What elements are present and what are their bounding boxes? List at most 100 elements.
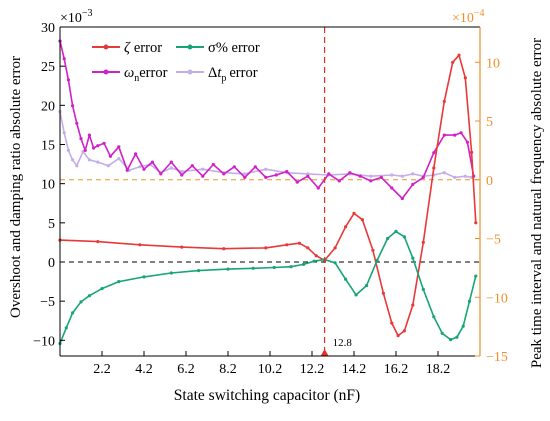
data-point-sigma bbox=[64, 326, 68, 330]
data-point-deltatp bbox=[390, 173, 394, 177]
series-omega bbox=[58, 39, 476, 201]
legend-label-sigma: σ% error bbox=[208, 40, 260, 56]
legend-item-omega: ωnerror bbox=[92, 65, 168, 84]
data-point-zeta bbox=[297, 241, 301, 245]
data-point-omega bbox=[117, 145, 121, 149]
left-axis-label: Overshoot and damping ratio absolute err… bbox=[8, 56, 24, 318]
data-point-omega bbox=[96, 144, 100, 148]
data-point-zeta bbox=[421, 240, 425, 244]
data-point-zeta bbox=[360, 218, 364, 222]
data-point-omega bbox=[295, 180, 299, 184]
plot-layer: 12.8 bbox=[58, 27, 480, 356]
data-point-omega bbox=[243, 175, 247, 179]
data-point-deltatp bbox=[117, 157, 121, 161]
legend-item-deltatp: Δtp error bbox=[176, 65, 258, 84]
data-point-sigma bbox=[344, 277, 348, 281]
legend-item-sigma: σ% error bbox=[176, 40, 260, 56]
data-point-deltatp bbox=[369, 174, 373, 178]
data-point-sigma bbox=[169, 271, 173, 275]
left-y-tick-label: −10 bbox=[33, 334, 55, 349]
legend-marker-zeta bbox=[103, 44, 109, 50]
left-y-tick-label: 15 bbox=[41, 139, 55, 154]
data-point-zeta bbox=[264, 246, 268, 250]
legend-zeta-rest: error bbox=[134, 40, 162, 56]
data-point-deltatp bbox=[138, 165, 142, 169]
data-point-sigma bbox=[117, 280, 121, 284]
data-point-deltatp bbox=[201, 167, 205, 171]
right-y-tick-label: 5 bbox=[486, 115, 493, 130]
data-point-omega bbox=[400, 196, 404, 201]
data-point-sigma bbox=[272, 265, 276, 270]
data-point-deltatp bbox=[463, 174, 467, 178]
data-point-omega bbox=[134, 152, 138, 156]
left-y-tick-label: 25 bbox=[41, 60, 55, 75]
data-point-deltatp bbox=[169, 166, 173, 170]
series-line-deltatp bbox=[59, 111, 472, 179]
left-y-tick-label: 30 bbox=[41, 21, 55, 36]
data-point-omega bbox=[159, 172, 163, 176]
data-point-omega bbox=[432, 151, 436, 155]
vertical-marker-label: 12.8 bbox=[333, 337, 353, 349]
series-line-sigma bbox=[59, 230, 477, 344]
data-point-sigma bbox=[302, 262, 306, 266]
data-point-sigma bbox=[100, 287, 104, 291]
data-point-sigma bbox=[461, 324, 465, 328]
data-point-sigma bbox=[467, 299, 472, 303]
data-point-zeta bbox=[314, 254, 318, 258]
data-point-sigma bbox=[142, 275, 146, 279]
data-point-deltatp bbox=[306, 172, 310, 176]
legend-label-deltatp: Δtp error bbox=[208, 65, 258, 84]
data-point-omega bbox=[348, 171, 352, 175]
data-point-omega bbox=[62, 57, 66, 61]
x-tick-label: 12.2 bbox=[300, 362, 325, 377]
data-point-zeta bbox=[138, 243, 142, 247]
data-point-zeta bbox=[457, 53, 461, 57]
data-point-sigma bbox=[449, 338, 453, 342]
data-point-zeta bbox=[306, 246, 310, 250]
data-point-deltatp bbox=[400, 174, 404, 178]
right-multiplier-base: ×10 bbox=[452, 11, 474, 26]
x-tick-label: 2.2 bbox=[93, 362, 111, 377]
left-y-tick-label: 5 bbox=[48, 217, 55, 232]
data-point-sigma bbox=[421, 287, 425, 291]
right-y-tick-label: −10 bbox=[486, 291, 508, 306]
right-multiplier: ×10−4 bbox=[452, 8, 485, 26]
data-point-zeta bbox=[344, 225, 348, 229]
data-point-deltatp bbox=[62, 131, 66, 135]
data-point-zeta bbox=[442, 99, 446, 103]
legend-zeta-symbol: ζ bbox=[124, 40, 131, 56]
left-y-tick-label: −5 bbox=[40, 295, 55, 310]
data-point-omega bbox=[390, 186, 394, 190]
data-point-zeta bbox=[180, 245, 184, 249]
data-point-omega bbox=[379, 175, 383, 179]
data-point-sigma bbox=[402, 235, 406, 239]
left-multiplier-base: ×10 bbox=[60, 11, 82, 26]
left-y-tick-label: 20 bbox=[41, 99, 55, 114]
series-zeta bbox=[58, 53, 478, 338]
data-point-zeta bbox=[333, 246, 337, 250]
data-point-omega bbox=[465, 140, 469, 144]
data-point-sigma bbox=[71, 311, 75, 315]
data-point-omega bbox=[306, 174, 310, 178]
data-point-omega bbox=[102, 141, 106, 145]
series-deltatp bbox=[58, 110, 474, 179]
x-tick-label: 8.2 bbox=[219, 362, 237, 377]
x-tick-label: 6.2 bbox=[177, 362, 195, 377]
data-point-deltatp bbox=[106, 164, 110, 168]
data-point-sigma bbox=[394, 229, 398, 233]
data-point-zeta bbox=[371, 248, 375, 252]
data-point-omega bbox=[369, 179, 373, 183]
data-point-deltatp bbox=[87, 158, 91, 162]
vertical-marker-arrow bbox=[320, 349, 329, 356]
data-point-sigma bbox=[251, 266, 255, 270]
data-point-omega bbox=[253, 165, 257, 169]
data-point-omega bbox=[459, 131, 463, 135]
data-point-sigma bbox=[226, 267, 230, 271]
data-point-zeta bbox=[411, 303, 415, 307]
data-point-omega bbox=[453, 133, 457, 137]
right-multiplier-exponent: −4 bbox=[474, 8, 485, 19]
right-axis-label: Peak time interval and natural frequency… bbox=[529, 38, 545, 368]
data-point-deltatp bbox=[96, 160, 100, 164]
data-point-deltatp bbox=[442, 171, 446, 175]
